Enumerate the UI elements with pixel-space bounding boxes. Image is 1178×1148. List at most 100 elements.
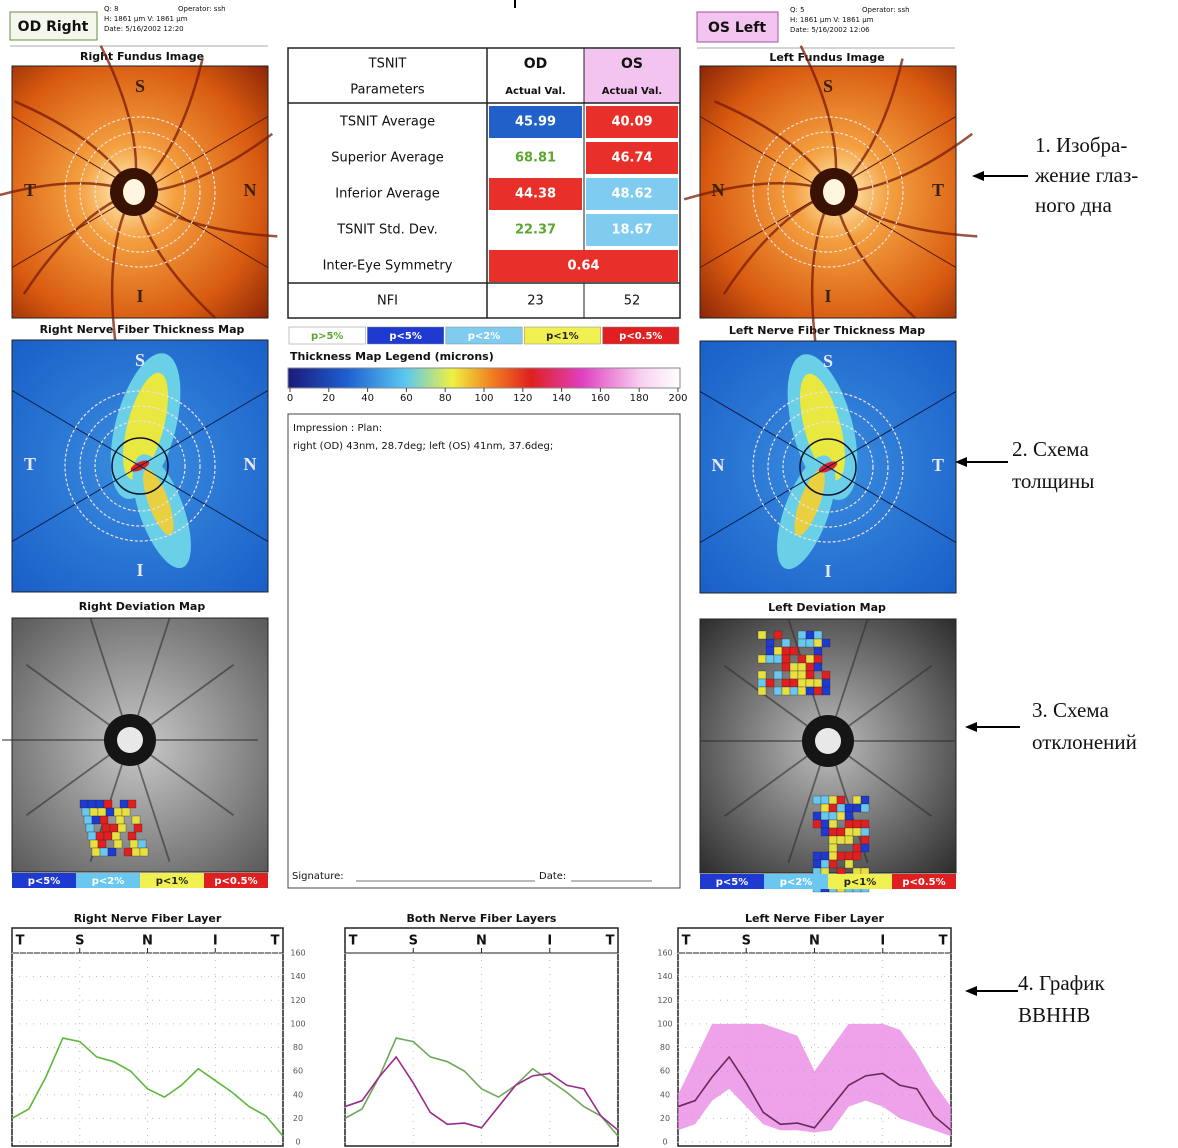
optic-cup: [823, 179, 845, 205]
deviation-cell: [98, 808, 106, 816]
arrow-head: [972, 171, 984, 181]
chart-title: Right Nerve Fiber Layer: [74, 912, 222, 925]
deviation-cell: [110, 824, 118, 832]
cell: OD: [524, 56, 548, 72]
deviation-cell: [829, 796, 837, 804]
legend-label: p<5%: [28, 876, 61, 887]
deviation-cell: [845, 820, 853, 828]
deviation-cell: [829, 836, 837, 844]
deviation-cell: [774, 631, 782, 639]
y-tick-label: 40: [660, 1090, 670, 1099]
date-label: Date:: [539, 871, 566, 882]
deviation-cell: [774, 647, 782, 655]
deviation-cell: [861, 836, 869, 844]
cell: NFI: [377, 294, 398, 309]
deviation-cell: [758, 655, 766, 663]
cell: 46.74: [611, 151, 652, 166]
deviation-cell: [837, 836, 845, 844]
eye-letter: S: [823, 351, 833, 371]
deviation-cell: [822, 639, 830, 647]
deviation-cell: [790, 679, 798, 687]
deviation-cell: [821, 812, 829, 820]
header-date: Date: 5/16/2002 12:20: [104, 25, 184, 33]
deviation-cell: [766, 647, 774, 655]
annotation: жение глаз-: [1034, 163, 1138, 187]
annotation: отклонений: [1032, 730, 1137, 754]
deviation-cell: [806, 679, 814, 687]
deviation-cell: [837, 796, 845, 804]
deviation-cell: [845, 860, 853, 868]
legend-label: p>5%: [311, 331, 344, 342]
scale-tick-label: 120: [513, 393, 532, 404]
annotation: 4. График: [1018, 971, 1105, 995]
header-operator: Operator: ssh: [178, 5, 226, 13]
deviation-cell: [853, 828, 861, 836]
chart-title: Left Nerve Fiber Layer: [745, 912, 884, 925]
header-q: Q: 8: [104, 5, 119, 13]
cell: 68.81: [515, 151, 556, 166]
deviation-cell: [790, 647, 798, 655]
deviation-cell: [861, 828, 869, 836]
deviation-cell: [98, 840, 106, 848]
x-tick-label: S: [742, 934, 751, 949]
deviation-cell: [124, 848, 132, 856]
deviation-cell: [798, 687, 806, 695]
legend-label: p<1%: [156, 876, 189, 887]
deviation-cell: [821, 796, 829, 804]
cell: 44.38: [515, 187, 556, 202]
scale-tick-label: 0: [287, 393, 293, 404]
optic-cup: [815, 728, 841, 754]
deviation-cell: [782, 679, 790, 687]
deviation-cell: [798, 631, 806, 639]
deviation-cell: [128, 800, 136, 808]
annotation: 2. Схема: [1012, 437, 1089, 461]
deviation-cell: [814, 647, 822, 655]
x-tick-label: I: [880, 934, 885, 949]
deviation-cell: [766, 639, 774, 647]
x-tick-label: T: [271, 934, 280, 949]
deviation-cell: [829, 820, 837, 828]
y-tick-label: 0: [295, 1138, 300, 1147]
deviation-cell: [88, 800, 96, 808]
deviation-cell: [102, 824, 110, 832]
x-tick-label: T: [606, 934, 615, 949]
deviation-cell: [134, 824, 142, 832]
x-tick-label: T: [682, 934, 691, 949]
eye-letter: N: [712, 180, 725, 200]
deviation-cell: [822, 671, 830, 679]
deviation-cell: [120, 800, 128, 808]
eye-letter: T: [24, 454, 36, 474]
deviation-cell: [774, 671, 782, 679]
deviation-cell: [829, 812, 837, 820]
y-tick-label: 160: [657, 949, 672, 958]
deviation-cell: [806, 663, 814, 671]
scale-tick-label: 140: [552, 393, 571, 404]
deviation-cell: [90, 840, 98, 848]
arrow-head: [965, 722, 977, 732]
deviation-cell: [845, 812, 853, 820]
deviation-cell: [128, 832, 136, 840]
header-operator: Operator: ssh: [862, 6, 910, 14]
cell: OS: [621, 56, 643, 72]
deviation-cell: [100, 848, 108, 856]
deviation-cell: [821, 852, 829, 860]
eye-label: OD Right: [18, 19, 89, 35]
deviation-cell: [798, 639, 806, 647]
deviation-cell: [140, 848, 148, 856]
y-tick-label: 80: [660, 1043, 670, 1052]
deviation-cell: [821, 860, 829, 868]
annotation: ВВННВ: [1018, 1003, 1090, 1027]
scale-tick-label: 160: [591, 393, 610, 404]
deviation-cell: [861, 796, 869, 804]
deviation-cell: [853, 804, 861, 812]
y-tick-label: 60: [660, 1067, 670, 1076]
eye-letter: N: [712, 455, 725, 475]
panel-title: Left Fundus Image: [769, 51, 884, 64]
eye-letter: S: [823, 76, 833, 96]
x-tick-label: I: [547, 934, 552, 949]
optic-cup: [117, 727, 143, 753]
deviation-cell: [758, 671, 766, 679]
scale-tick-label: 60: [400, 393, 413, 404]
deviation-cell: [122, 808, 130, 816]
deviation-cell: [813, 860, 821, 868]
